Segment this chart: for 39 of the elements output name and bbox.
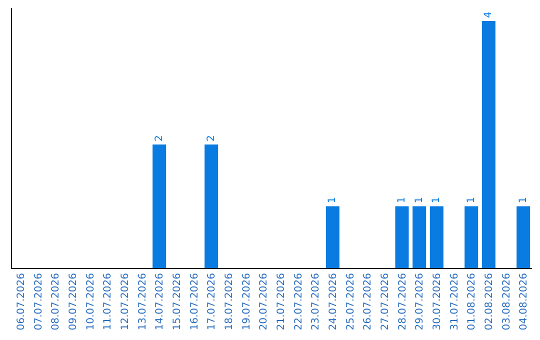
x-tick-label: 28.07.2026: [397, 273, 408, 330]
x-tick-label: 18.07.2026: [224, 273, 235, 330]
x-tick-label: 26.07.2026: [362, 273, 374, 330]
x-tick-label: 31.07.2026: [449, 273, 460, 330]
data-label: 1: [466, 196, 477, 204]
x-tick-label: 21.07.2026: [276, 273, 287, 330]
x-tick-label: 27.07.2026: [380, 273, 391, 330]
data-label: 2: [206, 135, 217, 142]
x-tick-label: 30.07.2026: [432, 273, 443, 330]
data-label: 1: [414, 196, 425, 204]
x-tick-label: 09.07.2026: [68, 273, 79, 330]
x-tick-label: 11.07.2026: [102, 273, 114, 330]
x-tick-label: 23.07.2026: [310, 273, 322, 330]
x-tick-label: 03.08.2026: [501, 273, 512, 330]
data-label: 1: [396, 196, 408, 204]
x-tick-label: 16.07.2026: [189, 273, 200, 330]
data-label: 1: [327, 196, 338, 204]
x-tick-label: 04.08.2026: [518, 273, 530, 330]
x-tick-label: 20.07.2026: [258, 273, 270, 330]
data-label: 1: [431, 196, 442, 204]
data-label: 1: [518, 196, 529, 204]
x-tick-label: 12.07.2026: [120, 273, 131, 330]
x-tick-label: 08.07.2026: [50, 273, 62, 330]
data-label: 4: [483, 12, 494, 18]
x-tick-label: 22.07.2026: [293, 273, 304, 330]
x-tick-label: 02.08.2026: [484, 273, 495, 330]
x-tick-label: 25.07.2026: [345, 273, 356, 330]
x-tick-label: 15.07.2026: [172, 273, 183, 330]
data-label: 2: [154, 135, 165, 142]
x-tick-label: 10.07.2026: [85, 273, 96, 330]
x-tick-label: 06.07.2026: [16, 273, 27, 330]
x-tick-label: 07.07.2026: [33, 273, 44, 330]
x-tick-label: 01.08.2026: [466, 273, 478, 330]
x-tick-label: 29.07.2026: [414, 273, 426, 330]
x-tick-label: 19.07.2026: [241, 273, 252, 330]
x-tick-label: 17.07.2026: [206, 273, 218, 330]
x-tick-label: 13.07.2026: [137, 273, 148, 330]
x-tick-label: 14.07.2026: [154, 273, 166, 330]
x-tick-label: 24.07.2026: [328, 273, 339, 330]
